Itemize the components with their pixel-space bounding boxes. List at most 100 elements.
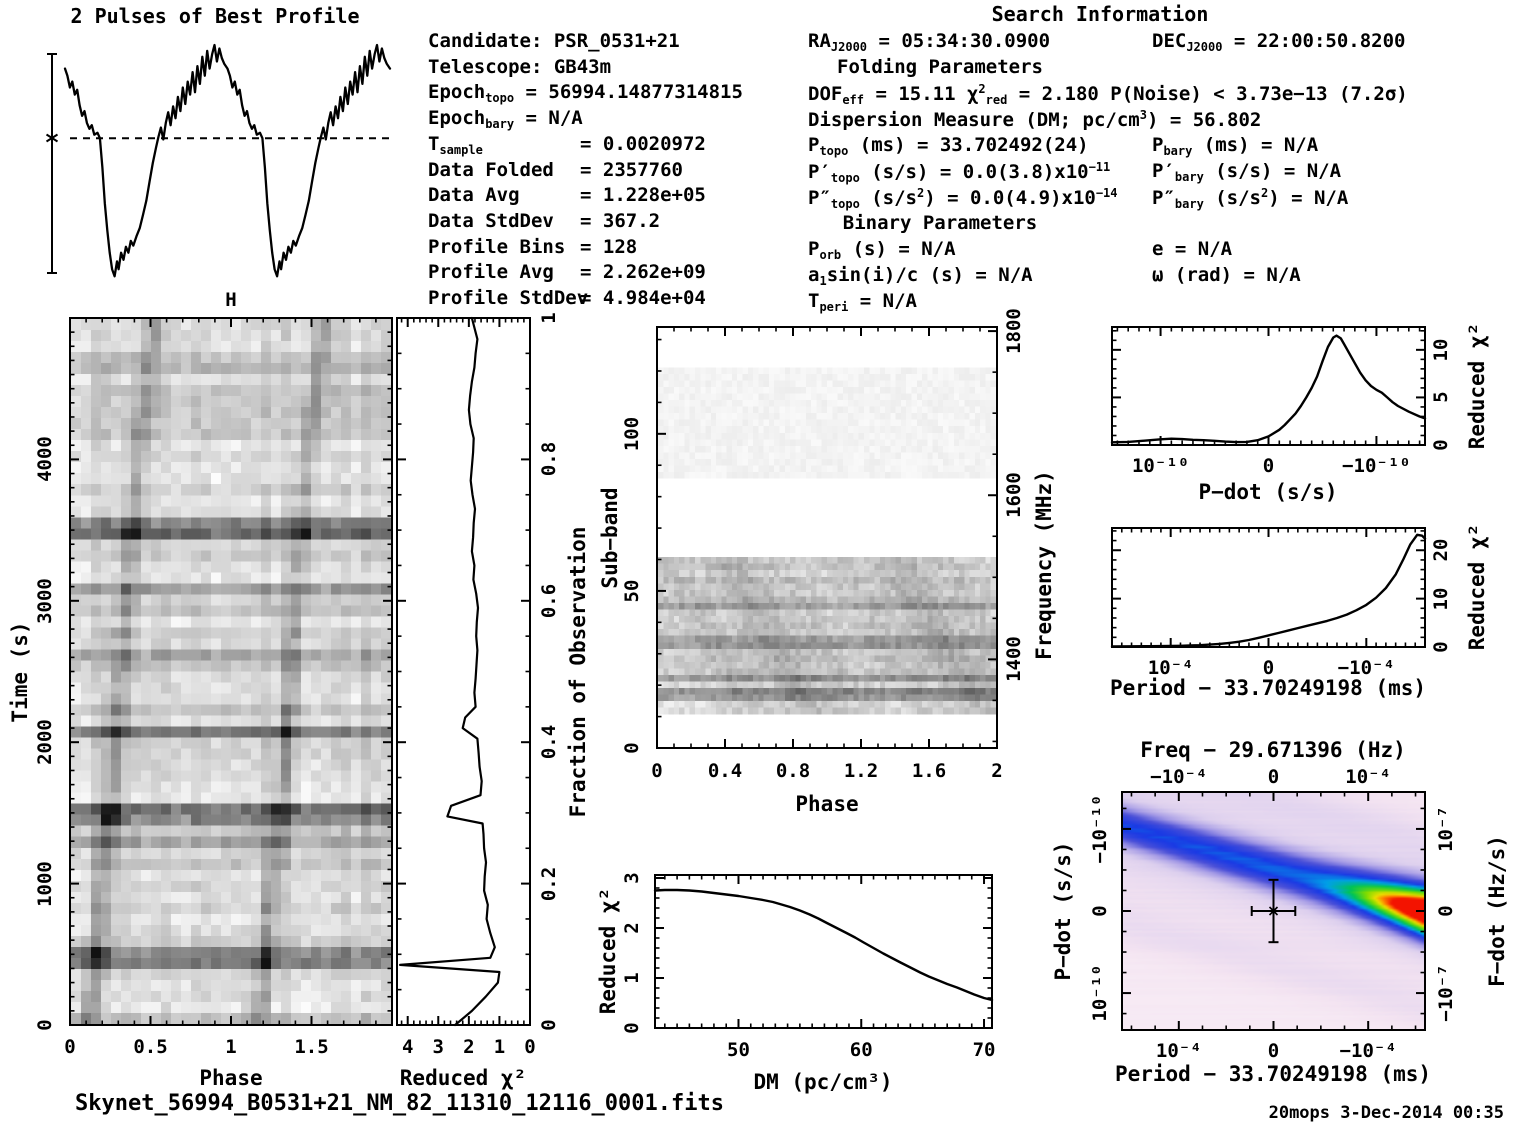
dm-chi2-curve [653,888,994,1002]
dm-ytick: 2 [621,922,643,934]
search-info-row: Pbary (ms) = N/A [1152,134,1318,158]
info-text-segment: DOF [808,83,843,105]
candidate-info-row: Tsample = 0.0020972 [428,133,706,157]
info-text-segment: = 2.180 P(Noise) < 3.73e−13 (7.2σ) [1007,83,1408,105]
chi2-time-xtick: 2 [463,1036,475,1058]
time-phase-xtick: 1.5 [294,1036,329,1058]
info-text-segment: = 15.11 χ [864,83,979,105]
info-text-segment: P′ [1152,160,1175,182]
info-name: Data Avg [428,184,580,206]
info-text-segment: bary [1174,170,1204,184]
info-text-segment: Epoch [428,81,486,104]
info-text-segment: Telescope: GB43m [428,55,612,78]
candidate-info-row: Data Folded = 2357760 [428,159,683,181]
candidate-info-row: Data StdDev = 367.2 [428,210,660,232]
period-ylabel: Reduced χ² [1465,523,1489,651]
pdot-ylabel: Reduced χ² [1465,322,1489,450]
subband-vs-phase-heatmap [658,328,996,747]
period-ytick: 0 [1430,641,1452,653]
map-bottom-tick: −10⁻⁴ [1339,1040,1397,1062]
search-info-row: DECJ2000 = 22:00:50.8200 [1152,30,1405,54]
pdot-xtick: 0 [1262,455,1275,477]
time-phase-xtick: 1 [225,1036,237,1058]
chi2-time-frame [396,317,531,1026]
search-info-row: Ptopo (ms) = 33.702492(24) [808,134,1089,158]
info-value: = 128 [580,235,638,258]
dm-ytick: 3 [621,872,643,884]
info-text-segment: (s/s [859,187,917,209]
info-text-segment: (s) = N/A [841,238,956,260]
info-text-segment: J2000 [1186,40,1223,54]
info-text-segment: Folding Parameters [837,56,1043,78]
info-text-segment: J2000 [830,40,868,54]
map-right-tick: 0 [1435,905,1457,917]
search-info-row: Binary Parameters [843,212,1037,234]
info-text-segment: Profile StdDev [428,287,589,309]
search-info-row: P″topo (s/s2) = 0.0(4.9)x10−14 [808,186,1118,211]
info-text-segment: Data Avg [428,184,520,207]
time-phase-ytick: 3000 [34,577,56,624]
candidate-info-row: Candidate: PSR_0531+21 [428,30,680,52]
info-text-segment: P″ [1152,187,1175,209]
info-text-segment: Profile Bins [428,235,566,258]
search-info-row: DOFeff = 15.11 χ2red = 2.180 P(Noise) < … [808,82,1408,107]
info-text-segment: topo [830,197,860,211]
period-chi2-curve [1110,533,1427,648]
info-text-segment: eff [842,93,865,107]
info-text-segment: −14 [1095,186,1118,200]
info-name: Profile StdDev [428,287,588,309]
pdot-xtick: −10⁻¹⁰ [1342,455,1411,477]
credit-label: 20mops 3-Dec-2014 00:35 [1268,1103,1504,1123]
info-text-segment: topo [830,171,860,185]
info-text-segment: topo [819,144,849,158]
subband-xtick: 1.2 [843,760,879,782]
info-text-segment: 2 [978,82,986,96]
search-info-row: Dispersion Measure (DM; pc/cm3) = 56.802 [808,108,1261,131]
info-text-segment: P [808,238,820,260]
map-left-label: P−dot (s/s) [1051,841,1075,981]
pdot-frame [1111,326,1426,446]
period-xlabel: Period − 33.70249198 (ms) [1109,676,1427,700]
pdot-ytick: 5 [1430,391,1452,404]
info-name: Tsample [428,133,580,157]
chi2-time-xtick: 1 [493,1036,506,1058]
info-text-segment: (ms) = N/A [1192,134,1319,156]
period-ytick: 20 [1430,538,1452,562]
info-text-segment: 2 [1261,186,1269,200]
best-marker-x [1268,906,1279,916]
subband-xtick: 0.8 [775,760,811,782]
info-text-segment: ω (rad) = N/A [1152,264,1301,286]
pdot-xtick: 10⁻¹⁰ [1131,455,1190,477]
time-phase-ytick: 2000 [34,719,56,766]
info-text-segment: Epoch [428,107,486,130]
info-text-segment: RA [808,30,831,52]
frequency-ytick: 1800 [1003,308,1025,354]
map-left-tick: 10⁻¹⁰ [1089,964,1111,1022]
profile-peak-marker: H [225,289,237,311]
fraction-ytick: 0.6 [538,583,560,618]
info-text-segment: P′ [808,161,831,183]
pulse-profile-curve [63,43,392,278]
search-info-title: Search Information [991,2,1209,26]
info-text-segment: sample [439,142,483,157]
frequency-ylabel: Frequency (MHz) [1032,470,1056,660]
info-text-segment: (s/s [1203,187,1261,209]
pdot-chi2-curve [1110,334,1427,444]
search-info-row: Folding Parameters [837,56,1043,78]
subband-ytick: 100 [621,416,643,451]
time-phase-frame [69,317,393,1026]
candidate-info-row: Profile StdDev= 4.984e+04 [428,287,706,309]
info-text-segment: Candidate: PSR_0531+21 [428,30,680,52]
filename-label: Skynet_56994_B0531+21_NM_82_11310_12116_… [75,1091,725,1116]
info-text-segment: Data StdDev [428,209,554,232]
chi2-time-xtick: 4 [401,1036,414,1058]
dm-xtick: 50 [727,1039,750,1061]
frequency-ytick: 1400 [1003,636,1025,683]
search-info-row: e = N/A [1152,238,1232,260]
info-value: = 0.0020972 [580,132,706,155]
dm-frame [654,874,993,1029]
info-text-segment: Binary Parameters [842,212,1038,234]
info-name: Data StdDev [428,210,580,232]
map-bottom-tick: 10⁻⁴ [1155,1040,1202,1062]
info-text-segment: P″ [808,187,831,209]
